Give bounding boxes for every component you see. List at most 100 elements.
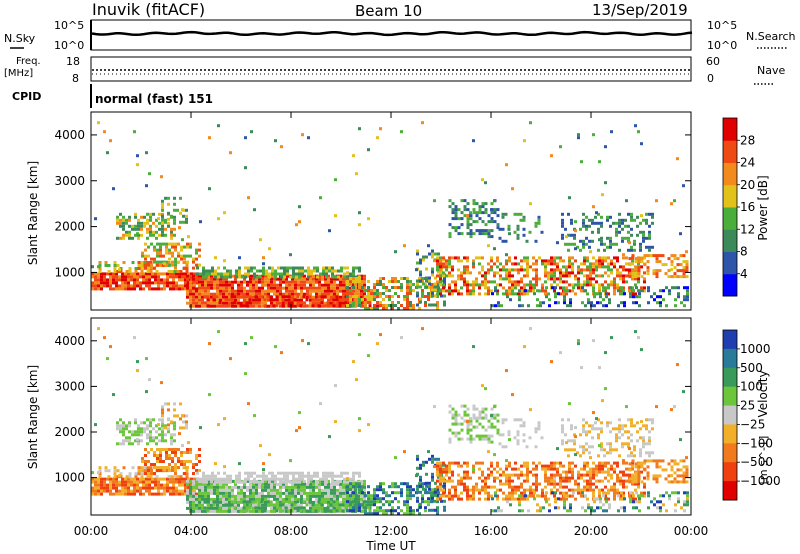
echo-cell <box>493 271 496 275</box>
echo-cell <box>274 139 277 143</box>
echo-cell <box>439 470 442 474</box>
echo-cell <box>570 424 573 428</box>
echo-cell <box>368 509 372 513</box>
echo-cell <box>222 280 225 284</box>
echo-cell <box>140 430 143 434</box>
echo-cell <box>161 430 164 434</box>
echo-cell <box>346 280 349 283</box>
echo-cell <box>501 421 505 425</box>
echo-cell <box>157 477 160 481</box>
echo-cell <box>321 286 324 290</box>
y-tick-label: 3000 <box>54 174 85 188</box>
echo-cell <box>478 286 481 290</box>
echo-cell <box>650 295 653 299</box>
echo-cell <box>360 292 363 296</box>
echo-cell <box>267 283 270 287</box>
echo-cell <box>612 221 615 225</box>
echo-cell <box>134 270 138 273</box>
echo-cell <box>358 471 361 475</box>
echo-cell <box>634 275 638 279</box>
echo-cell <box>683 298 686 302</box>
echo-cell <box>567 242 570 246</box>
echo-cell <box>148 275 151 279</box>
echo-cell <box>622 485 625 489</box>
echo-cell <box>589 473 592 477</box>
echo-cell <box>348 295 351 299</box>
echo-cell <box>272 298 276 302</box>
echo-cell <box>128 472 132 476</box>
echo-cell <box>360 283 363 287</box>
echo-cell <box>167 475 171 479</box>
echo-cell <box>457 277 460 281</box>
echo-cell <box>379 497 382 501</box>
echo-cell <box>597 221 600 225</box>
echo-cell <box>133 483 136 487</box>
echo-cell <box>616 259 619 263</box>
echo-cell <box>631 259 634 263</box>
echo-cell <box>574 482 577 486</box>
echo-cell <box>258 292 261 296</box>
echo-cell <box>523 139 526 143</box>
echo-cell <box>222 503 225 507</box>
echo-cell <box>252 482 255 486</box>
echo-cell <box>131 261 135 264</box>
echo-cell <box>187 281 190 285</box>
echo-cell <box>526 461 529 465</box>
echo-cell <box>439 479 442 483</box>
echo-cell <box>124 492 127 496</box>
echo-cell <box>109 477 112 481</box>
echo-cell <box>313 269 316 273</box>
echo-cell <box>156 469 159 472</box>
echo-cell <box>592 467 595 471</box>
echo-cell <box>136 232 139 236</box>
echo-cell <box>382 509 385 513</box>
echo-cell <box>178 477 181 481</box>
echo-cell <box>159 466 162 469</box>
echo-cell <box>260 500 264 504</box>
echo-cell <box>550 262 553 266</box>
echo-cell <box>247 266 250 270</box>
echo-cell <box>490 211 494 215</box>
echo-cell <box>273 482 276 486</box>
echo-cell <box>283 269 286 273</box>
echo-cell <box>358 266 361 270</box>
echo-cell <box>316 474 319 478</box>
echo-cell <box>163 483 166 487</box>
echo-cell <box>343 275 346 279</box>
echo-cell <box>445 268 448 272</box>
echo-cell <box>250 471 253 475</box>
echo-cell <box>571 262 574 266</box>
echo-cell <box>118 492 121 496</box>
echo-cell <box>148 489 151 493</box>
echo-cell <box>439 259 442 263</box>
echo-cell <box>561 439 564 443</box>
echo-cell <box>145 184 148 188</box>
echo-cell <box>272 503 276 507</box>
echo-cell <box>264 500 267 504</box>
echo-cell <box>579 239 582 243</box>
echo-cell <box>472 202 476 206</box>
echo-cell <box>156 454 159 457</box>
echo-cell <box>439 265 442 269</box>
echo-cell <box>436 473 439 477</box>
echo-cell <box>237 289 240 293</box>
echo-cell <box>181 287 184 291</box>
echo-cell <box>245 295 249 299</box>
echo-cell <box>137 427 140 431</box>
echo-cell <box>295 223 298 227</box>
echo-cell <box>279 494 282 498</box>
echo-cell <box>161 221 164 225</box>
echo-cell <box>148 287 151 291</box>
echo-cell <box>237 491 240 495</box>
echo-cell <box>472 497 475 501</box>
echo-cell <box>484 223 488 227</box>
echo-cell <box>106 489 109 493</box>
echo-cell <box>478 413 482 417</box>
echo-cell <box>388 494 391 498</box>
echo-cell <box>507 433 511 437</box>
echo-cell <box>391 506 394 510</box>
echo-cell <box>616 268 619 272</box>
echo-cell <box>279 289 282 293</box>
echo-cell <box>222 286 225 290</box>
echo-cell <box>434 303 437 307</box>
